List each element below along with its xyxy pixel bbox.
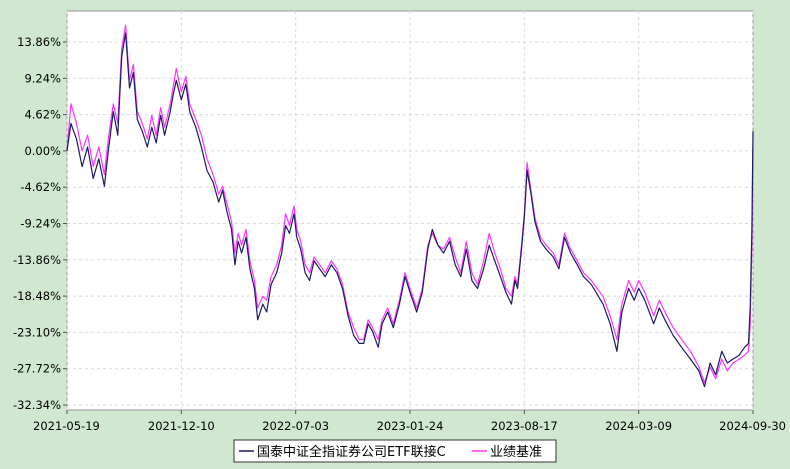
grid-lines bbox=[66, 11, 754, 410]
legend-label-benchmark: 业绩基准 bbox=[490, 445, 542, 460]
x-tick-label: 2021-12-10 bbox=[148, 419, 215, 433]
series-line-benchmark bbox=[66, 24, 754, 384]
y-tick-label: 4.62% bbox=[24, 108, 61, 122]
y-axis: 13.86% 9.24% 4.62% 0.00% -4.62% -9.24% -13.86%… bbox=[13, 35, 67, 412]
y-tick-label: -18.48% bbox=[13, 289, 61, 303]
y-tick-label: 0.00% bbox=[24, 144, 61, 158]
series-line-fund bbox=[66, 32, 754, 388]
y-tick-label: -32.34% bbox=[13, 398, 61, 412]
legend-box bbox=[233, 439, 557, 463]
y-tick-label: -23.10% bbox=[13, 325, 61, 339]
x-tick-label: 2024-09-30 bbox=[719, 419, 786, 433]
legend: 国泰中证全指证券公司ETF联接C 业绩基准 bbox=[233, 439, 557, 463]
x-tick-label: 2023-08-17 bbox=[491, 419, 558, 433]
y-tick-label: -13.86% bbox=[13, 253, 61, 267]
x-tick-label: 2023-01-24 bbox=[377, 419, 444, 433]
x-tick-label: 2021-05-19 bbox=[33, 419, 100, 433]
y-tick-label: 9.24% bbox=[24, 71, 61, 85]
y-tick-label: 13.86% bbox=[17, 35, 61, 49]
x-axis: 2021-05-19 2021-12-10 2022-07-03 2023-01-24… bbox=[33, 410, 786, 433]
y-tick-label: -9.24% bbox=[20, 217, 61, 231]
y-tick-label: -4.62% bbox=[20, 180, 61, 194]
x-tick-label: 2024-03-09 bbox=[605, 419, 672, 433]
series-lines bbox=[66, 24, 754, 388]
y-tick-label: -27.72% bbox=[13, 362, 61, 376]
x-tick-label: 2022-07-03 bbox=[262, 419, 329, 433]
legend-label-fund: 国泰中证全指证券公司ETF联接C bbox=[257, 444, 446, 460]
